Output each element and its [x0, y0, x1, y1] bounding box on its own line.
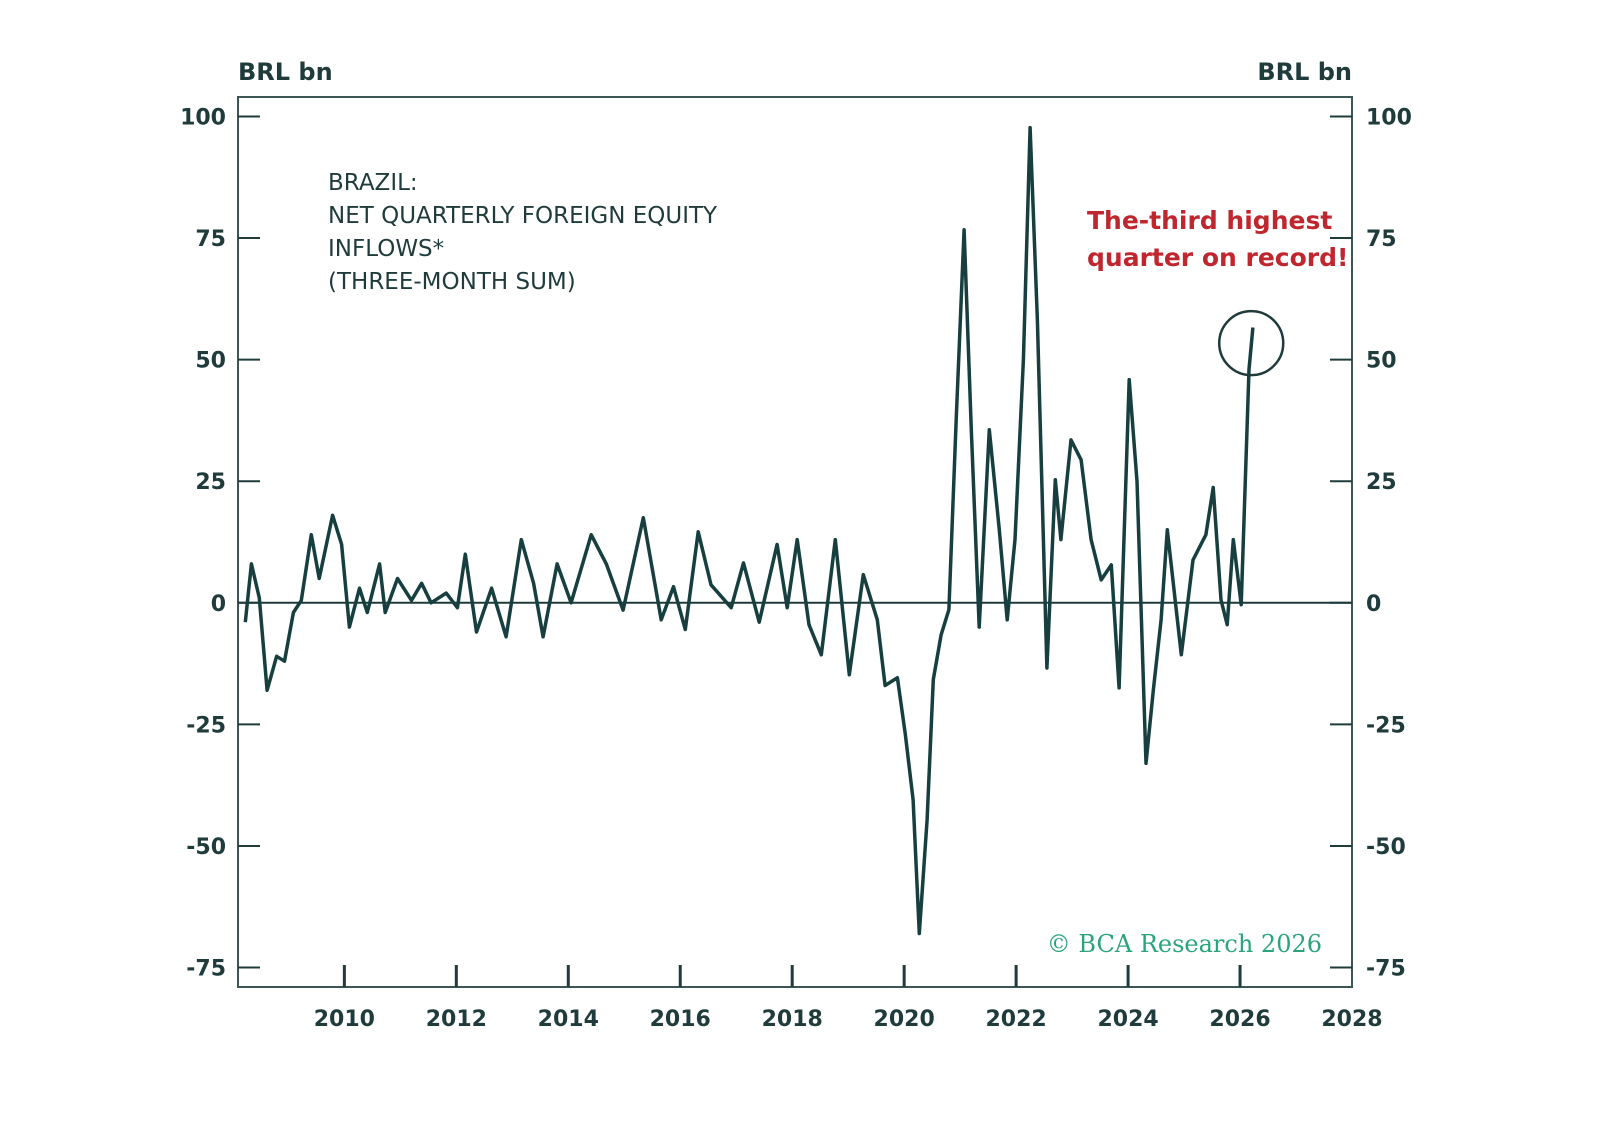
annotation-line: The-third highest: [1087, 206, 1332, 235]
plot-frame: [237, 96, 1353, 988]
axes: 100 100 75 75 50 50 25 25 0 0 -25 -25 -50 -50 -75 -75 20…: [180, 96, 1412, 1032]
y-tick-label-left: 75: [195, 227, 226, 252]
title-line: INFLOWS*: [328, 236, 444, 262]
annotation-circle: [1217, 309, 1285, 377]
x-tick-label: 2012: [426, 1007, 487, 1032]
y-tick-label-left: 0: [211, 592, 226, 617]
copyright: © BCA Research 2026: [1047, 930, 1322, 958]
x-tick-label: 2020: [874, 1007, 935, 1032]
x-tick-label: 2016: [650, 1007, 711, 1032]
y-tick-label-right: 0: [1366, 592, 1381, 617]
title-line: (THREE-MONTH SUM): [328, 269, 576, 295]
y-tick-label-right: 50: [1366, 349, 1397, 374]
y-tick-label-left: -25: [186, 713, 226, 738]
x-tick-label: 2028: [1321, 1007, 1382, 1032]
y-tick-label-left: 100: [180, 105, 226, 130]
y-tick-label-left: 50: [195, 349, 226, 374]
x-tick-label: 2014: [538, 1007, 599, 1032]
y-tick-label-right: 75: [1366, 227, 1397, 252]
y-tick-label-right: -75: [1366, 957, 1406, 982]
y-axis-label-left: BRL bn: [238, 58, 333, 86]
x-tick-label: 2018: [762, 1007, 823, 1032]
y-tick-label-left: -50: [186, 835, 226, 860]
y-tick-label-right: -25: [1366, 713, 1406, 738]
y-tick-label-left: -75: [186, 957, 226, 982]
series-line: [243, 125, 1255, 936]
y-tick-label-right: 100: [1366, 105, 1412, 130]
y-tick-label-right: 25: [1366, 470, 1397, 495]
x-tick-label: 2024: [1097, 1007, 1158, 1032]
y-axis-label-right: BRL bn: [1257, 58, 1352, 86]
y-tick-label-right: -50: [1366, 835, 1406, 860]
x-tick-label: 2022: [986, 1007, 1047, 1032]
x-tick-label: 2010: [314, 1007, 375, 1032]
title-line: BRAZIL:: [328, 170, 418, 196]
annotation-line: quarter on record!: [1087, 243, 1348, 272]
title-line: NET QUARTERLY FOREIGN EQUITY: [328, 203, 718, 229]
x-tick-label: 2026: [1209, 1007, 1270, 1032]
plot-area: [238, 125, 1352, 936]
chart-title: BRAZIL: NET QUARTERLY FOREIGN EQUITY INF…: [328, 170, 718, 295]
y-tick-label-left: 25: [195, 470, 226, 495]
